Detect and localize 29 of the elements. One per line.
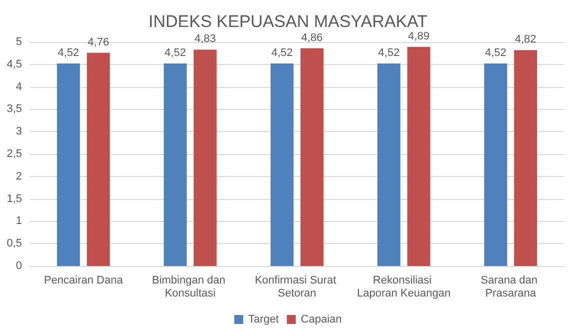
data-label: 4,52 bbox=[484, 47, 506, 60]
y-tick-label: 2,5 bbox=[6, 148, 22, 160]
data-label: 4,82 bbox=[514, 34, 536, 46]
data-label: 4,89 bbox=[408, 30, 430, 42]
x-tick-label: Sarana dan Prasarana bbox=[480, 274, 541, 300]
data-label: 4,83 bbox=[194, 33, 216, 46]
y-tick-label: 0 bbox=[16, 260, 22, 272]
data-label: 4,52 bbox=[58, 47, 80, 60]
data-label: 4,52 bbox=[378, 47, 400, 60]
y-tick-label: 2 bbox=[16, 170, 22, 182]
data-label: 4,52 bbox=[164, 47, 186, 60]
data-label: 4,52 bbox=[271, 47, 293, 60]
chart-title: INDEKS KEPUASAN MASYARAKAT bbox=[148, 12, 428, 31]
y-tick-label: 4,5 bbox=[6, 58, 22, 70]
x-tick-label: Konfirmasi Surat Setoran bbox=[254, 274, 340, 300]
y-tick-label: 3 bbox=[16, 126, 22, 138]
y-tick-label: 4 bbox=[16, 80, 22, 93]
data-label: 4,76 bbox=[88, 36, 110, 48]
y-tick-label: 0,5 bbox=[6, 238, 22, 250]
x-tick-label: Rekonsiliasi Laporan Keuangan bbox=[357, 274, 451, 300]
y-tick-label: 3,5 bbox=[6, 103, 22, 116]
y-tick-label: 1,5 bbox=[6, 192, 22, 205]
y-tick-label: 1 bbox=[16, 215, 22, 228]
y-tick-label: 5 bbox=[16, 36, 22, 48]
data-label: 4,86 bbox=[301, 32, 323, 44]
legend-label: Target bbox=[248, 314, 279, 326]
legend-label: Capaian bbox=[300, 314, 342, 326]
x-tick-label: Bimbingan dan Konsultasi bbox=[152, 274, 228, 300]
x-tick-label: Pencairan Dana bbox=[44, 274, 124, 286]
